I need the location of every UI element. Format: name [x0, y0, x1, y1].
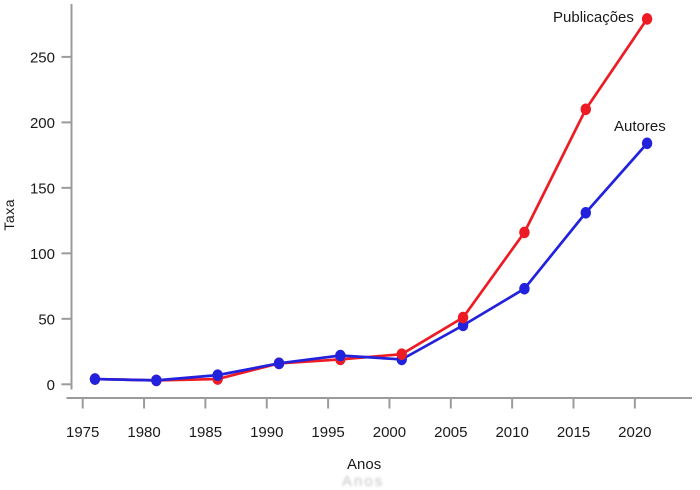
x-tick-label: 1990 [250, 424, 283, 441]
data-point [519, 226, 530, 239]
x-tick-label: 1980 [127, 424, 160, 441]
y-tick-label: 250 [30, 49, 55, 66]
x-tick-label: 2005 [434, 424, 467, 441]
data-point [580, 206, 591, 219]
data-point [273, 357, 285, 370]
x-tick-label: 2020 [618, 424, 651, 441]
y-tick-label: 100 [30, 246, 55, 263]
data-point [641, 13, 653, 25]
data-point [519, 282, 530, 295]
x-tick-label: 1985 [189, 424, 222, 441]
y-tick-label: 150 [30, 180, 55, 197]
series-line [94, 18, 649, 382]
x-tick-label: 1975 [66, 424, 99, 441]
x-axis-title-ghost: Anos [342, 473, 385, 490]
data-point [335, 349, 346, 362]
x-axis-title: Anos [347, 456, 382, 473]
data-point [457, 311, 469, 324]
y-tick-label: 200 [30, 115, 55, 132]
x-tick-label: 1995 [311, 424, 344, 441]
data-point [151, 374, 162, 387]
series-label-autores: Autores [614, 118, 666, 135]
y-axis-title: Taxa [1, 199, 17, 231]
x-tick-label: 2000 [373, 424, 406, 441]
y-tick-label: 50 [38, 311, 55, 328]
data-point [641, 137, 653, 150]
data-point [212, 369, 223, 381]
data-point [396, 348, 407, 360]
x-tick-label: 2010 [495, 424, 528, 441]
data-point [580, 103, 591, 116]
series-label-publicacoes: Publicações [553, 9, 634, 26]
y-tick-label: 0 [47, 377, 55, 394]
data-point [89, 373, 101, 385]
series-line [94, 142, 649, 382]
x-tick-label: 2015 [557, 424, 590, 441]
